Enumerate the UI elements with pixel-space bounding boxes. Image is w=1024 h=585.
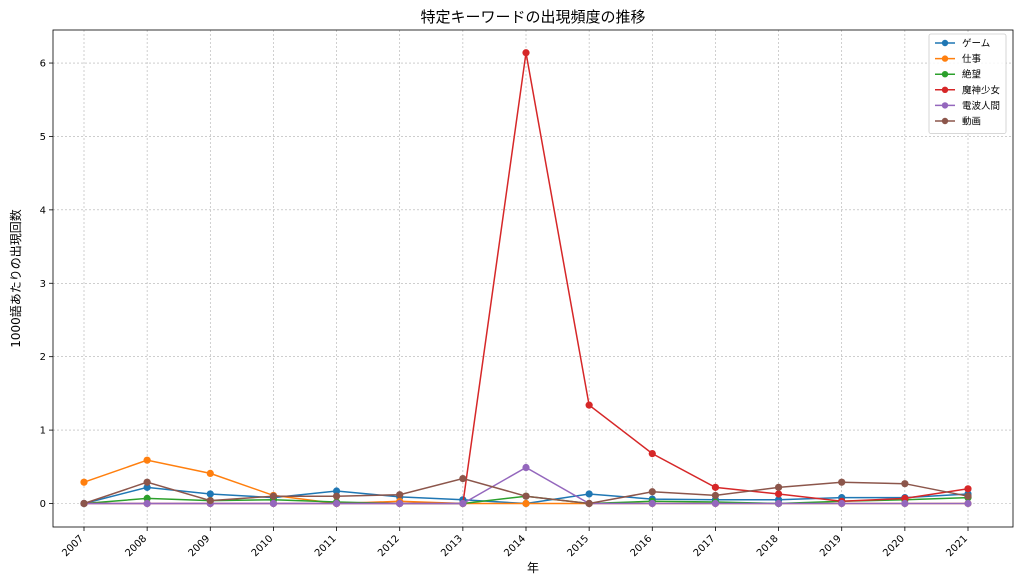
data-point <box>459 499 467 508</box>
legend-label: 魔神少女 <box>962 84 1000 96</box>
legend-entry: 電波人間 <box>935 100 1000 112</box>
legend-label: 仕事 <box>962 53 982 65</box>
data-point <box>648 499 656 508</box>
series-6 <box>80 474 972 508</box>
data-point <box>143 483 151 491</box>
data-point <box>901 494 909 502</box>
y-tick-label: 4 <box>40 205 46 216</box>
data-point <box>711 491 720 500</box>
plot-area-frame <box>52 29 1014 528</box>
data-point <box>143 499 151 508</box>
legend-entry: 魔神少女 <box>935 84 1000 96</box>
data-point <box>332 487 341 495</box>
legend-entry: 動画 <box>935 117 981 128</box>
data-point <box>396 499 404 508</box>
data-point <box>522 49 530 57</box>
data-point <box>332 492 341 500</box>
data-point <box>901 480 909 488</box>
data-point <box>332 499 341 508</box>
data-point <box>269 499 278 508</box>
legend-entry: 絶望 <box>935 69 981 81</box>
y-tick-label: 0 <box>40 499 46 510</box>
grid <box>53 30 1013 527</box>
data-point <box>143 456 151 464</box>
data-point <box>585 490 593 498</box>
data-point <box>711 499 720 508</box>
series-lines <box>80 49 972 508</box>
legend-marker <box>941 86 949 94</box>
y-tick-label: 3 <box>40 279 46 290</box>
data-point <box>522 492 530 500</box>
legend-entry: ゲーム <box>935 38 990 50</box>
legend-marker <box>941 55 949 62</box>
data-point <box>396 491 404 499</box>
x-axis-label: 年 <box>527 561 539 575</box>
data-point <box>648 449 656 458</box>
data-point <box>206 490 214 498</box>
data-point <box>648 488 656 496</box>
y-tick-label: 6 <box>40 59 46 70</box>
data-point <box>522 499 530 508</box>
data-point <box>964 492 972 500</box>
data-point <box>774 499 783 508</box>
data-point <box>206 496 214 505</box>
legend-entry: 仕事 <box>935 53 982 65</box>
legend-label: 電波人間 <box>962 100 1000 112</box>
data-point <box>838 499 846 508</box>
data-point <box>964 485 972 493</box>
data-point <box>80 499 88 508</box>
legend-marker <box>941 117 949 125</box>
chart-title: 特定キーワードの出現頻度の推移 <box>420 8 645 26</box>
y-tick-label: 5 <box>40 132 46 143</box>
data-point <box>711 483 720 491</box>
legend-label: 動画 <box>962 117 981 128</box>
y-tick-label: 1 <box>40 426 46 437</box>
data-point <box>459 474 467 483</box>
data-point <box>838 478 846 486</box>
y-axis-label: 1000語あたりの出現回数 <box>8 209 23 348</box>
legend-marker <box>941 71 949 78</box>
data-point <box>143 494 151 502</box>
legend-marker <box>941 102 949 109</box>
y-tick-label: 2 <box>40 352 46 363</box>
data-point <box>269 492 278 500</box>
data-point <box>964 499 972 508</box>
legend-label: 絶望 <box>962 69 981 81</box>
data-point <box>206 469 214 478</box>
data-point <box>522 463 530 472</box>
legend-label: ゲーム <box>962 38 990 50</box>
data-point <box>774 490 783 498</box>
data-point <box>80 478 88 486</box>
data-point <box>585 499 593 508</box>
data-point <box>143 478 151 486</box>
data-point <box>774 483 783 491</box>
data-point <box>901 499 909 508</box>
legend-marker <box>941 39 949 47</box>
data-point <box>585 401 593 409</box>
